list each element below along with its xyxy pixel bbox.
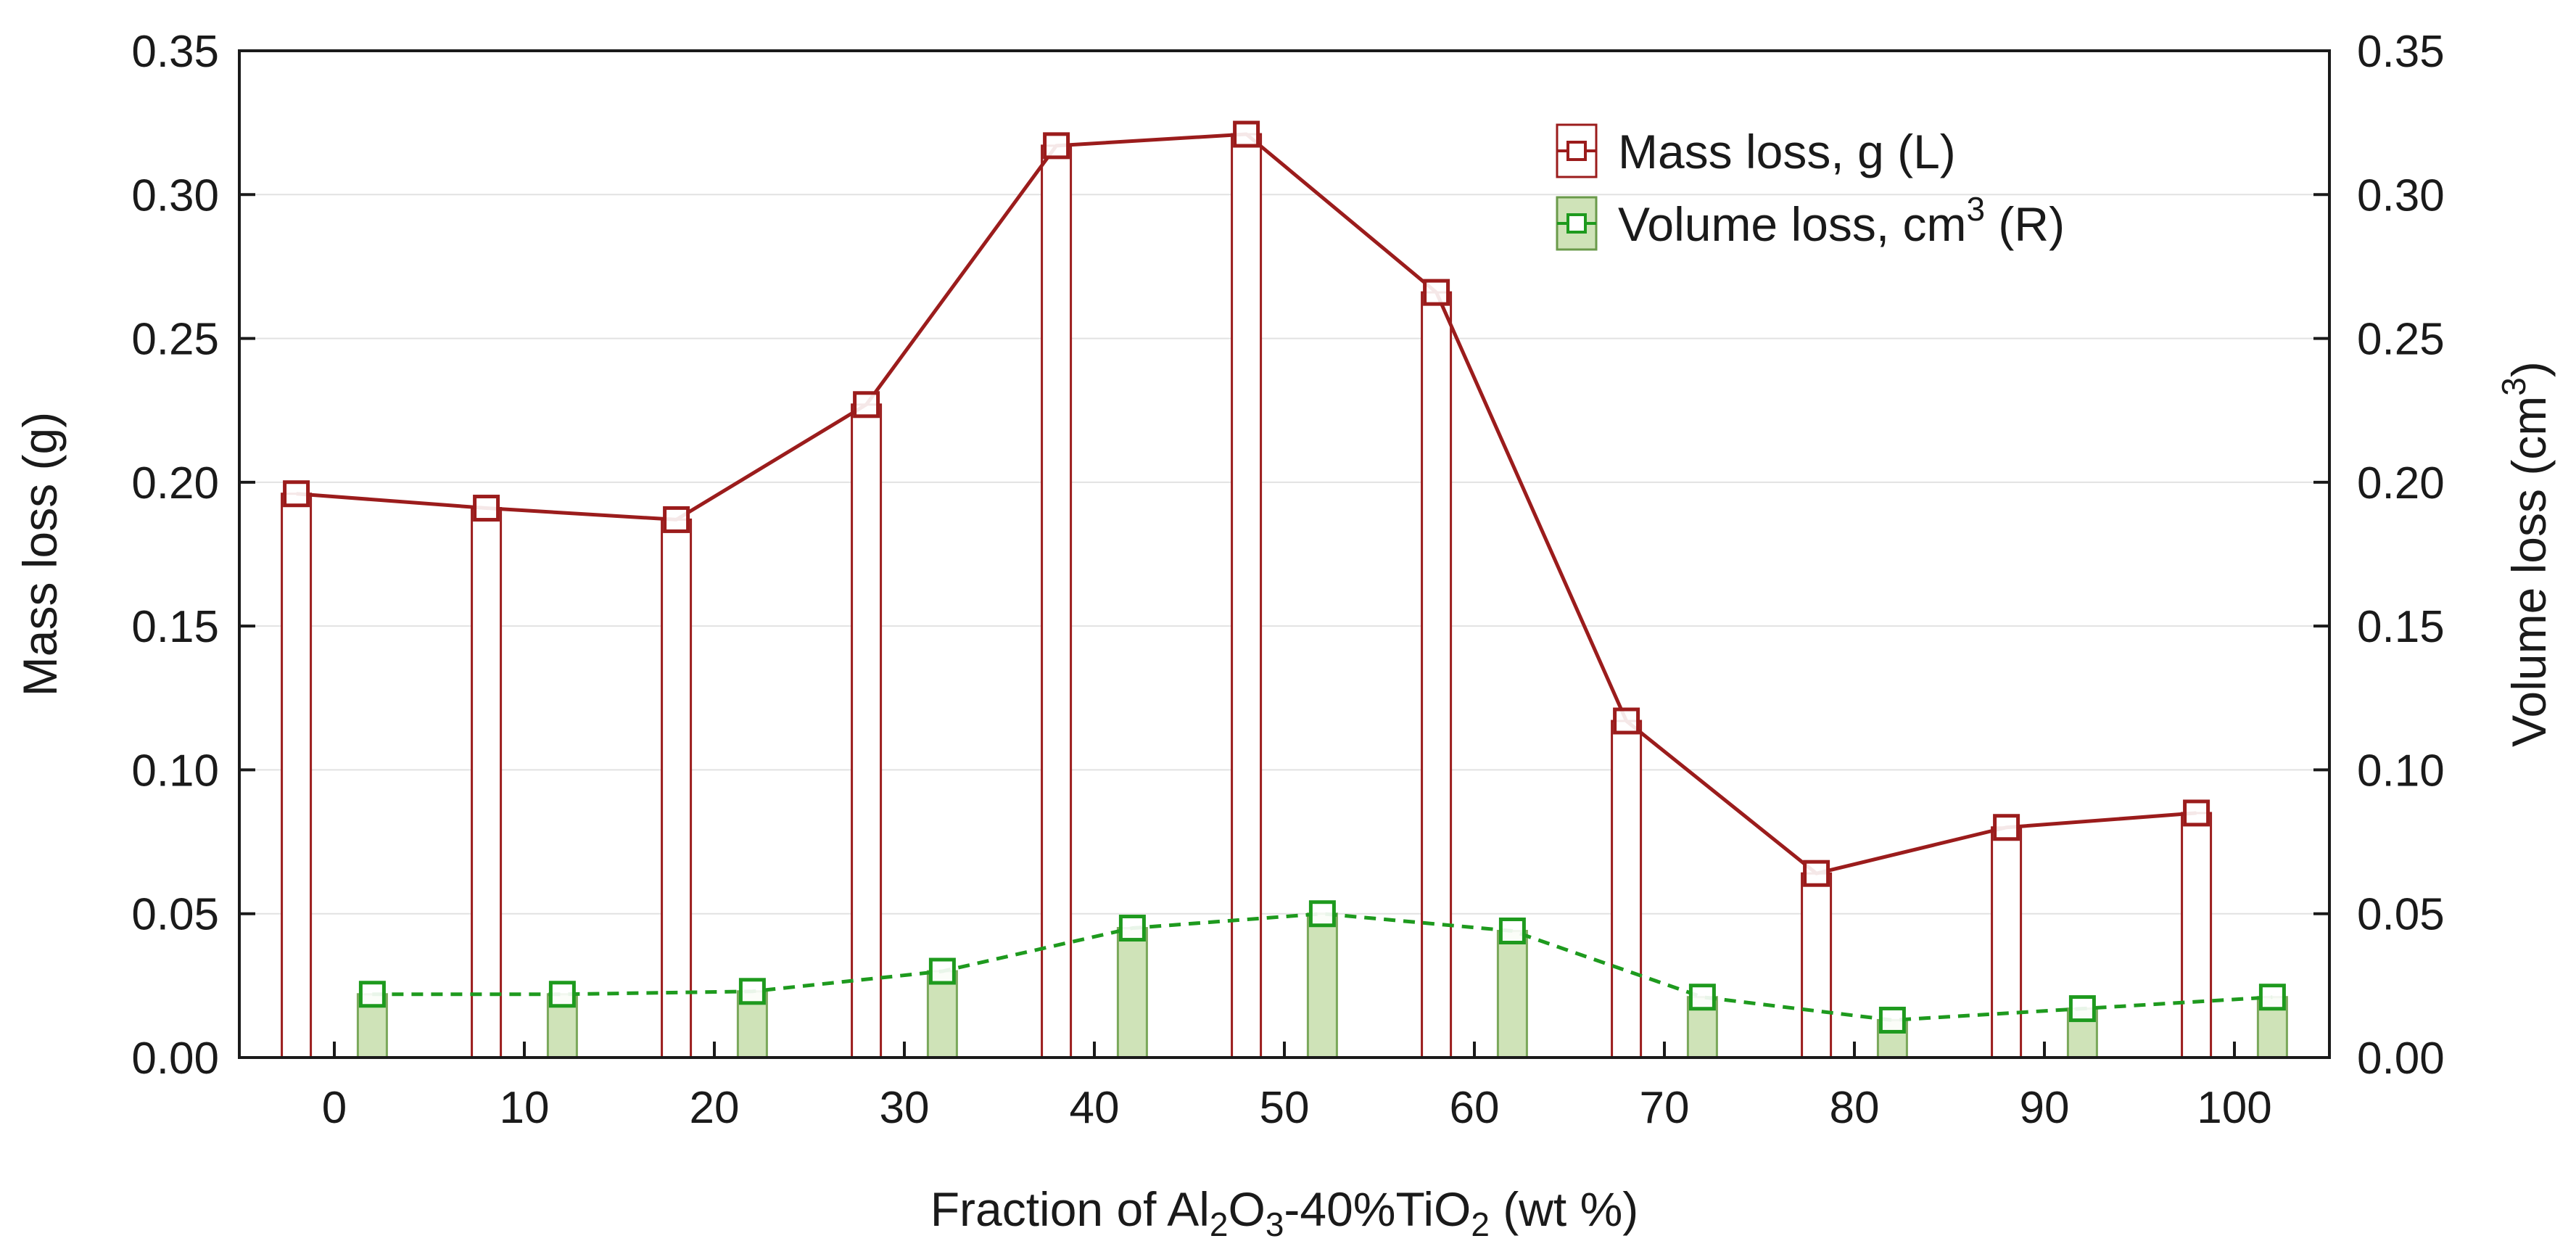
bar-volume: [926, 970, 958, 1059]
marker-volume: [2258, 984, 2286, 1011]
marker-volume: [1118, 915, 1146, 942]
series-lines: [296, 132, 2273, 1022]
x-label-part1: Fraction of Al: [930, 1182, 1210, 1236]
y-right-tick-label: 0.00: [2357, 1034, 2445, 1084]
bar-volume: [1116, 927, 1148, 1059]
legend-volume-main: Volume loss, cm: [1618, 197, 1967, 251]
y-right-label-sup: 3: [2495, 377, 2532, 396]
x-label-sub3: 2: [1471, 1206, 1490, 1243]
x-label-part4: (wt %): [1490, 1182, 1638, 1236]
y-left-tick-label: 0.35: [131, 27, 219, 77]
gridlines: [239, 194, 2329, 915]
y-right-tick-label: 0.20: [2357, 458, 2445, 508]
line-volume: [372, 912, 2273, 1022]
bar-mass: [1611, 720, 1643, 1059]
marker-volume: [738, 978, 766, 1005]
bar-mass: [281, 493, 313, 1059]
x-tick-label: 60: [1450, 1083, 1500, 1133]
x-label-sub2: 3: [1266, 1206, 1284, 1243]
bar-mass: [1991, 826, 2023, 1059]
y-right-tick-label: 0.35: [2357, 27, 2445, 77]
legend: Mass loss, g (L) Volume loss, cm3 (R): [1556, 123, 2065, 251]
y-right-tick-label: 0.15: [2357, 602, 2445, 652]
marker-mass: [1043, 132, 1070, 160]
x-axis-label: Fraction of Al2O3-40%TiO2 (wt %): [930, 1182, 1639, 1243]
marker-mass: [473, 495, 500, 522]
markers: [283, 120, 2286, 1034]
x-tick-label: 90: [2020, 1083, 2070, 1133]
y-right-label: Volume loss (cm3): [2495, 361, 2556, 747]
y-right-tick-label: 0.10: [2357, 746, 2445, 796]
y-right-tick-label: 0.05: [2357, 890, 2445, 940]
bar-mass: [2181, 812, 2213, 1059]
x-tick-label: 10: [500, 1083, 550, 1133]
x-tick-label: 100: [2197, 1083, 2271, 1133]
y-left-tick-label: 0.05: [131, 890, 219, 940]
marker-mass: [663, 506, 690, 533]
marker-volume: [1688, 984, 1716, 1011]
legend-volume-sup: 3: [1967, 190, 1986, 228]
x-tick-label: 40: [1070, 1083, 1120, 1133]
y-right-tick-label: 0.25: [2357, 315, 2445, 365]
marker-volume: [1878, 1006, 1906, 1034]
y-left-tick-label: 0.00: [131, 1034, 219, 1084]
marker-volume: [548, 981, 576, 1008]
legend-label-volume: Volume loss, cm3 (R): [1618, 190, 2065, 251]
y-right-label-main: Volume loss (cm: [2502, 396, 2556, 747]
bar-volume: [1306, 912, 1338, 1059]
y-left-tick-label: 0.10: [131, 746, 219, 796]
bar-mass: [1041, 144, 1073, 1059]
x-tick-label: 30: [880, 1083, 930, 1133]
x-tick-label: 70: [1640, 1083, 1690, 1133]
bar-mass: [471, 507, 503, 1059]
marker-mass: [853, 391, 880, 419]
marker-mass: [1423, 279, 1450, 306]
x-tick-label: 50: [1260, 1083, 1310, 1133]
legend-label-mass: Mass loss, g (L): [1618, 125, 1956, 178]
marker-mass: [283, 480, 310, 508]
x-label-sub1: 2: [1210, 1206, 1229, 1243]
legend-marker-mass: [1566, 141, 1587, 161]
bar-mass: [1421, 291, 1453, 1059]
marker-mass: [1613, 707, 1640, 735]
x-label-part2: O: [1228, 1182, 1265, 1236]
bars: [281, 133, 2288, 1059]
marker-mass: [1233, 120, 1260, 148]
marker-mass: [1993, 814, 2020, 841]
tick-labels: 0.00 0.05 0.10 0.15 0.20 0.25 0.30 0.35 0.00 0.05…: [131, 27, 2444, 1133]
marker-mass: [1803, 860, 1830, 887]
y-left-tick-label: 0.30: [131, 170, 219, 221]
marker-mass: [2183, 799, 2210, 827]
ticks: [239, 49, 2329, 1059]
y-right-tick-label: 0.30: [2357, 170, 2445, 221]
marker-volume: [1498, 918, 1526, 945]
legend-marker-volume: [1566, 213, 1587, 234]
marker-volume: [2068, 995, 2096, 1023]
x-tick-label: 0: [322, 1083, 347, 1133]
marker-volume: [358, 981, 386, 1008]
y-left-tick-label: 0.25: [131, 315, 219, 365]
y-left-tick-label: 0.20: [131, 458, 219, 508]
y-left-label: Mass loss (g): [13, 412, 67, 696]
bar-volume: [1496, 930, 1528, 1059]
bar-mass: [851, 403, 883, 1059]
y-right-label-end: ): [2502, 361, 2556, 377]
marker-volume: [928, 957, 956, 985]
x-tick-label: 80: [1830, 1083, 1880, 1133]
x-label-part3: -40%TiO: [1284, 1182, 1471, 1236]
bar-mass: [1801, 872, 1833, 1059]
legend-volume-end: (R): [1985, 197, 2065, 251]
x-tick-label: 20: [690, 1083, 740, 1133]
bar-mass: [661, 518, 693, 1059]
y-left-tick-label: 0.15: [131, 602, 219, 652]
marker-volume: [1308, 900, 1336, 928]
